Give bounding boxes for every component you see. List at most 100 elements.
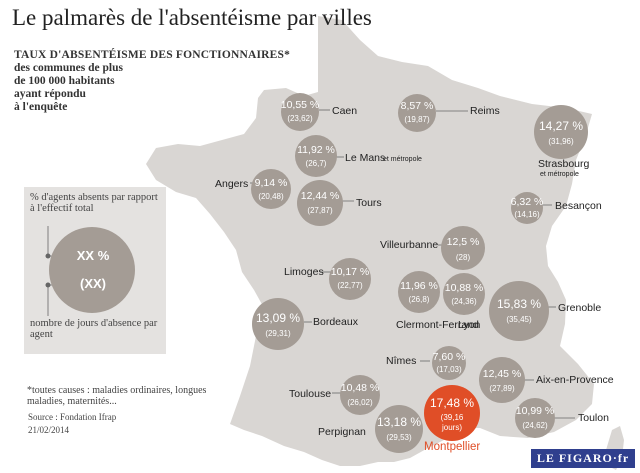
legend-days-example: (XX) — [80, 276, 106, 291]
city-name: Limoges — [284, 266, 324, 278]
legend-rate-example: XX % — [77, 248, 110, 263]
city-name: Nîmes — [386, 355, 416, 367]
city-name: Reims — [470, 105, 500, 117]
subtitle: TAUX D'ABSENTÉISME DES FONCTIONNAIRES* d… — [14, 49, 290, 114]
city-rate: 17,48 % — [430, 396, 474, 410]
city-days: (26,7) — [306, 159, 327, 168]
city-bubble — [251, 169, 291, 209]
city-days: (28) — [456, 253, 471, 262]
city-name: Toulouse — [289, 388, 331, 400]
page-title: Le palmarès de l'absentéisme par villes — [12, 5, 372, 30]
city-days: (22,77) — [337, 281, 363, 290]
city-limoges: 10,17 % (22,77) Limoges — [284, 258, 371, 300]
city-rate: 11,92 % — [297, 144, 335, 156]
city-name: Lyon — [458, 319, 481, 331]
city-rate: 7,60 % — [433, 351, 466, 363]
city-rate: 6,32 % — [511, 196, 544, 208]
city-bubble — [534, 105, 588, 159]
city-name: Montpellier — [424, 441, 480, 453]
city-bubble — [443, 273, 485, 315]
city-tours: 12,44 % (27,87) Tours — [297, 180, 382, 226]
city-bubble — [479, 357, 525, 403]
city-name: Caen — [332, 105, 357, 117]
city-days-unit: jours) — [441, 423, 462, 432]
city-bubble — [489, 281, 549, 341]
city-bubble — [398, 271, 440, 313]
city-villeurbanne: 12,5 % (28) Villeurbanne — [380, 226, 485, 270]
city-grenoble: 15,83 % (35,45) Grenoble — [489, 281, 601, 341]
city-perpignan: 13,18 % (29,53) Perpignan — [318, 405, 423, 453]
city-rate: 12,44 % — [301, 190, 340, 202]
city-name: Grenoble — [558, 302, 601, 314]
city-toulon: 10,99 % (24,62) Toulon — [515, 398, 609, 438]
city-reims: 8,57 % (19,87) Reims — [398, 94, 500, 132]
city-rate: 8,57 % — [401, 100, 434, 112]
city-name: Aix-en-Provence — [536, 374, 614, 386]
city-rate: 13,18 % — [377, 415, 421, 429]
city-bubble — [295, 135, 337, 177]
city-bubble — [329, 258, 371, 300]
city-days: (29,31) — [265, 329, 291, 338]
city-bubble — [375, 405, 423, 453]
subtitle-line: à l'enquête — [14, 101, 68, 113]
city-nimes: 7,60 % (17,03) Nîmes — [386, 346, 466, 380]
city-rate: 10,99 % — [516, 405, 555, 417]
city-rate: 9,14 % — [255, 177, 288, 189]
city-rate: 10,55 % — [281, 99, 320, 111]
city-rate: 12,5 % — [447, 236, 480, 248]
city-days: (27,87) — [307, 206, 333, 215]
city-toulouse: 10,48 % (26,02) Toulouse — [289, 375, 380, 415]
city-rate: 14,27 % — [539, 119, 583, 133]
publication-date: 21/02/2014 — [28, 425, 70, 435]
city-days: (24,62) — [522, 421, 548, 430]
le-figaro-logo: LE FIGARO·fr — [531, 449, 635, 468]
city-name-sub: et métropole — [383, 156, 422, 163]
city-montpellier: 17,48 % (39,16 jours) Montpellier — [424, 385, 480, 453]
france-shape — [146, 16, 594, 466]
city-rate: 11,96 % — [400, 280, 438, 292]
city-bubble-highlight — [424, 385, 480, 441]
city-bordeaux: 13,09 % (29,31) Bordeaux — [252, 298, 359, 350]
city-angers: 9,14 % (20,48) Angers — [215, 169, 291, 209]
city-name: Villeurbanne — [380, 239, 438, 251]
city-rate: 10,88 % — [445, 282, 484, 294]
legend-bubble — [49, 227, 135, 313]
city-bubble — [281, 93, 319, 131]
city-name: Besançon — [555, 200, 602, 212]
city-rate: 10,17 % — [331, 266, 370, 278]
city-bubble — [432, 346, 466, 380]
city-bubble — [340, 375, 380, 415]
city-days: (23,62) — [287, 114, 313, 123]
city-name: Toulon — [578, 412, 609, 424]
city-name-sub: et métropole — [540, 171, 579, 178]
city-bubble — [398, 94, 436, 132]
footnote: *toutes causes : maladies ordinaires, lo… — [27, 385, 207, 407]
source-credit: Source : Fondation Ifrap — [28, 412, 117, 422]
city-days: (26,02) — [347, 398, 373, 407]
city-name: Bordeaux — [313, 316, 359, 328]
legend-bottom-text: nombre de jours d'absence par agent — [30, 318, 158, 340]
legend-dot — [45, 282, 51, 288]
subtitle-line: ayant répondu — [14, 88, 86, 100]
city-days: (14,16) — [514, 210, 540, 219]
city-bubble — [511, 192, 543, 224]
city-days: (24,36) — [451, 297, 477, 306]
city-days: (20,48) — [258, 192, 284, 201]
city-days: (31,96) — [548, 137, 574, 146]
city-name: Strasbourg — [538, 158, 590, 170]
legend-dot — [45, 253, 51, 259]
city-days: (35,45) — [506, 315, 532, 324]
city-name: Clermont-Ferrand — [396, 319, 479, 331]
city-clermont-ferrand: 11,96 % (26,8) Clermont-Ferrand — [396, 271, 479, 331]
city-name: Angers — [215, 178, 248, 190]
city-name: Tours — [356, 197, 382, 209]
city-days: (26,8) — [409, 295, 430, 304]
city-le-mans: 11,92 % (26,7) Le Mans et métropole — [295, 135, 422, 177]
city-days: (29,53) — [386, 433, 412, 442]
city-lyon: 10,88 % (24,36) Lyon — [443, 273, 485, 331]
city-caen: 10,55 % (23,62) Caen — [281, 93, 357, 131]
city-name: Le Mans — [345, 152, 385, 164]
city-rate: 13,09 % — [256, 311, 300, 325]
